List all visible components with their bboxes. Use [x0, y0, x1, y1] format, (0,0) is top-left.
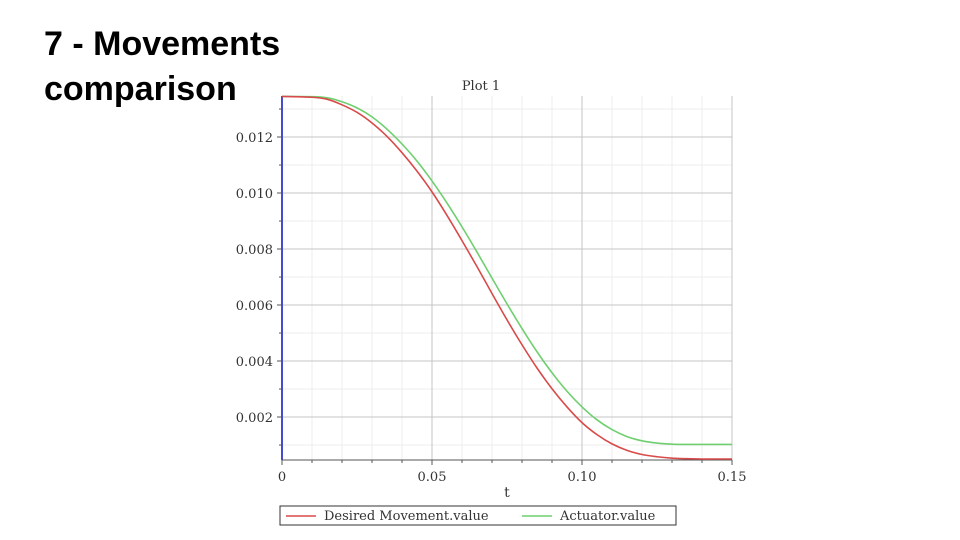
x-tick-label: 0.15 [718, 470, 747, 485]
y-tick-label: 0.002 [236, 411, 273, 426]
y-tick-label: 0.010 [236, 187, 273, 202]
x-ticks: 0 0.05 0.10 0.15 [278, 460, 747, 485]
y-tick-label: 0.012 [236, 131, 273, 146]
x-tick-label: 0 [278, 470, 286, 485]
slide-title: 7 - Movements comparison [44, 25, 281, 108]
x-axis-label: t [504, 485, 510, 501]
y-tick-label: 0.004 [236, 355, 273, 370]
plot-title: Plot 1 [462, 79, 500, 94]
legend-box [279, 505, 677, 526]
y-tick-label: 0.006 [236, 299, 273, 314]
legend-label-desired: Desired Movement.value [324, 509, 489, 524]
x-tick-label: 0.10 [568, 470, 597, 485]
series-line-desired-movement [281, 95, 732, 460]
y-tick-label: 0.008 [236, 243, 273, 258]
legend-label-actuator: Actuator.value [559, 509, 656, 524]
minor-grid [282, 96, 732, 460]
x-tick-label: 0.05 [418, 470, 447, 485]
series-line-actuator [281, 95, 732, 446]
y-ticks: 0.002 0.004 0.006 0.008 0.010 0.012 [236, 108, 282, 446]
legend: Desired Movement.value Actuator.value [279, 505, 677, 526]
plot-area [282, 96, 732, 460]
series-lines [281, 95, 732, 460]
